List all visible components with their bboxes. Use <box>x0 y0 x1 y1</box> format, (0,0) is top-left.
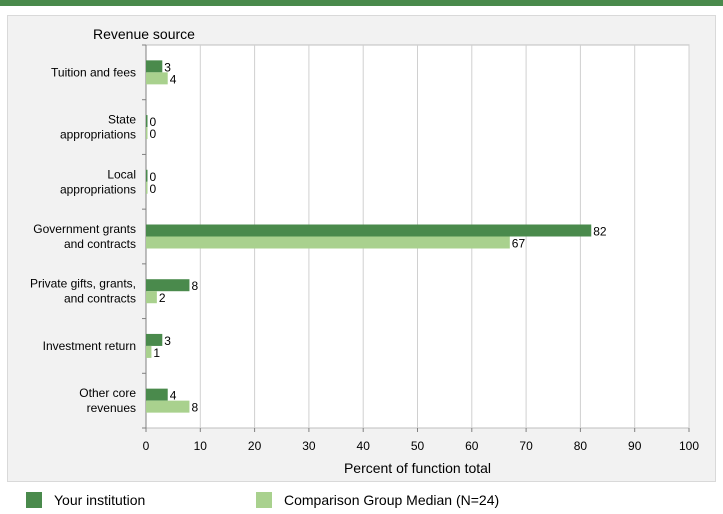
data-label: 0 <box>150 127 157 141</box>
category-label: and contracts <box>64 292 136 306</box>
bar-your-institution <box>146 333 163 346</box>
x-axis-title: Percent of function total <box>344 460 491 476</box>
category-label: Other core <box>79 386 136 400</box>
bar-your-institution <box>146 388 168 401</box>
data-label: 4 <box>170 72 177 86</box>
legend-item-your-institution: Your institution <box>26 492 145 508</box>
data-label: 82 <box>593 225 607 239</box>
top-accent-bar <box>0 0 723 6</box>
bar-your-institution <box>146 224 592 237</box>
category-label: appropriations <box>60 128 136 142</box>
data-label: 4 <box>170 389 177 403</box>
category-label: State <box>108 113 136 127</box>
data-label: 1 <box>153 346 160 360</box>
x-tick-label: 50 <box>411 439 425 453</box>
bar-comparison-group <box>146 127 148 140</box>
data-label: 0 <box>150 115 157 129</box>
data-label: 8 <box>191 401 198 415</box>
bar-your-institution <box>146 115 148 128</box>
x-tick-label: 100 <box>679 439 699 453</box>
legend-swatch-your-institution <box>26 492 42 508</box>
bar-comparison-group <box>146 72 168 85</box>
data-label: 3 <box>164 60 171 74</box>
bar-comparison-group <box>146 400 190 413</box>
category-label: appropriations <box>60 182 136 196</box>
data-label: 8 <box>191 279 198 293</box>
data-label: 0 <box>150 170 157 184</box>
y-axis-title: Revenue source <box>93 26 195 42</box>
bar-comparison-group <box>146 181 148 194</box>
category-label: Tuition and fees <box>51 65 136 79</box>
x-tick-label: 20 <box>248 439 262 453</box>
legend: Your institution Comparison Group Median… <box>0 486 723 514</box>
x-tick-label: 30 <box>302 439 316 453</box>
category-label: Private gifts, grants, <box>30 277 136 291</box>
x-tick-label: 60 <box>465 439 479 453</box>
bar-your-institution <box>146 169 148 182</box>
x-tick-label: 40 <box>357 439 371 453</box>
category-label: and contracts <box>64 237 136 251</box>
data-label: 3 <box>164 334 171 348</box>
data-label: 67 <box>512 237 526 251</box>
bar-your-institution <box>146 279 190 292</box>
category-label: revenues <box>87 401 136 415</box>
data-label: 0 <box>150 182 157 196</box>
x-tick-label: 10 <box>194 439 208 453</box>
category-label: Local <box>107 167 136 181</box>
x-tick-label: 90 <box>628 439 642 453</box>
bar-your-institution <box>146 60 163 73</box>
category-label: Government grants <box>33 222 136 236</box>
bar-comparison-group <box>146 236 510 249</box>
legend-label-your-institution: Your institution <box>54 492 146 508</box>
legend-swatch-comparison-group <box>256 492 272 508</box>
x-tick-label: 0 <box>143 439 150 453</box>
legend-item-comparison-group: Comparison Group Median (N=24) <box>256 492 499 508</box>
legend-label-comparison-group: Comparison Group Median (N=24) <box>284 492 500 508</box>
data-label: 2 <box>159 291 166 305</box>
bar-comparison-group <box>146 291 157 304</box>
bar-comparison-group <box>146 345 152 358</box>
x-tick-label: 70 <box>519 439 533 453</box>
x-tick-label: 80 <box>574 439 588 453</box>
category-label: Investment return <box>43 339 136 353</box>
